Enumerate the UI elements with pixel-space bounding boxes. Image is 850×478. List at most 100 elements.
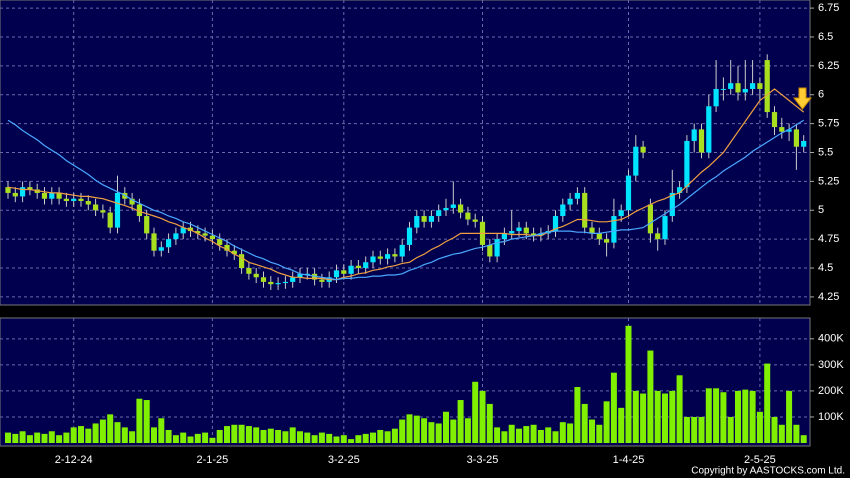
y-tick-label: 6 [818, 89, 824, 101]
volume-bar [224, 426, 230, 443]
volume-bar [574, 387, 581, 443]
volume-bar [435, 423, 442, 443]
candle-body [472, 219, 478, 222]
candle-body [63, 198, 69, 202]
volume-bar [683, 416, 690, 443]
volume-bar [41, 433, 48, 443]
volume-bar [172, 435, 179, 443]
candle-body [20, 187, 26, 197]
candle-body [341, 270, 347, 274]
candle-body [720, 88, 726, 90]
candle-body [85, 201, 91, 205]
volume-bar [26, 435, 33, 443]
y-tick-label: 300K [818, 359, 844, 371]
candle-body [290, 277, 296, 282]
volume-bar [326, 433, 333, 443]
volume-bar [165, 429, 172, 443]
volume-bar [158, 418, 165, 443]
volume-bar [370, 432, 376, 443]
volume-bar [355, 435, 362, 443]
y-tick-label: 5.75 [818, 118, 839, 130]
volume-bar [450, 419, 457, 443]
candle-body [319, 279, 325, 282]
x-tick-label: 1-4-25 [613, 454, 645, 466]
candle-body [202, 233, 208, 236]
candle-body [677, 187, 683, 193]
volume-bar [311, 435, 318, 443]
candle-body [436, 210, 442, 217]
volume-bar [698, 416, 705, 443]
candle-body [706, 106, 712, 153]
candle-body [728, 83, 734, 89]
candle-body [501, 233, 507, 240]
y-tick-label: 4.25 [818, 291, 839, 303]
candle-body [458, 204, 464, 213]
volume-bar [457, 400, 464, 443]
volume-bar [19, 431, 26, 443]
candle-body [78, 198, 84, 202]
candle-body [786, 129, 792, 132]
volume-bar [610, 372, 617, 443]
candle-body [698, 129, 705, 153]
candle-body [779, 127, 785, 132]
volume-bar [508, 424, 515, 443]
volume-bar [596, 424, 603, 443]
volume-bar [56, 435, 63, 443]
volume-bar [297, 431, 303, 443]
candle-body [71, 198, 77, 202]
volume-bar [289, 427, 296, 443]
candle-body [771, 112, 778, 128]
volume-bar [421, 418, 428, 443]
volume-bar [333, 436, 340, 443]
volume-bar [194, 433, 201, 443]
volume-bar [209, 437, 216, 443]
volume-bar [589, 419, 595, 443]
candle-body [560, 204, 566, 217]
volume-bar [129, 431, 136, 443]
volume-bar [545, 427, 552, 443]
candle-body [713, 88, 719, 107]
volume-bar [78, 426, 84, 443]
candle-body [611, 216, 617, 243]
candle-body [625, 175, 632, 211]
volume-bar [720, 392, 727, 443]
candle-body [647, 204, 653, 234]
candle-body [582, 192, 588, 228]
volume-bar [443, 411, 449, 443]
volume-bar [70, 427, 77, 443]
volume-bar [691, 416, 698, 443]
y-tick-label: 5 [818, 204, 824, 216]
candle-body [574, 192, 580, 199]
candle-body [355, 265, 361, 269]
candle-body [757, 83, 763, 89]
volume-bar [12, 433, 19, 443]
candle-body [209, 235, 215, 240]
volume-bar [727, 416, 734, 443]
x-tick-label: 2-5-25 [744, 454, 776, 466]
volume-bar [107, 414, 114, 443]
volume-bar [764, 363, 771, 443]
y-tick-label: 6.5 [818, 31, 833, 43]
volume-bar [391, 428, 398, 443]
volume-bar [187, 436, 194, 443]
candle-body [567, 198, 573, 205]
candle-body [538, 233, 544, 236]
candle-body [450, 204, 456, 208]
copyright: Copyright by AASTOCKS.com Ltd. [691, 466, 845, 477]
volume-bar [253, 427, 260, 443]
volume-bar [260, 429, 267, 443]
candle-body [414, 216, 420, 228]
volume-bar [793, 424, 800, 443]
candle-body [27, 187, 33, 190]
candle-body [801, 140, 807, 147]
x-tick-label: 2-1-25 [197, 454, 229, 466]
candle-body [669, 192, 675, 217]
volume-bar [282, 431, 289, 443]
candle-body [406, 227, 413, 245]
candle-body [370, 256, 376, 263]
volume-bar [275, 429, 282, 443]
volume-bar [625, 325, 632, 443]
candle-body [107, 212, 113, 228]
candle-body [604, 239, 610, 243]
volume-bar [472, 381, 479, 443]
